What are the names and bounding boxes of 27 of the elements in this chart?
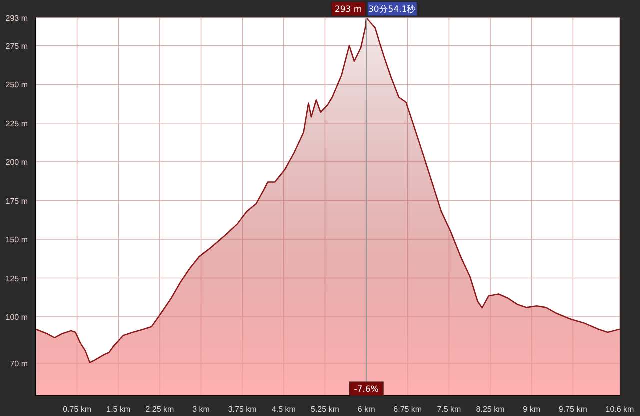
x-tick-label: 4.5 km xyxy=(272,405,296,414)
x-tick-label: 7.5 km xyxy=(437,405,462,414)
y-tick-label: 275 m xyxy=(6,42,28,51)
x-tick-label: 1.5 km xyxy=(106,405,131,414)
y-tick-label: 225 m xyxy=(6,119,28,128)
annotation: 293 m xyxy=(334,5,362,15)
annotation: -7.6% xyxy=(354,385,379,395)
x-tick-label: 10.6 km xyxy=(606,405,635,414)
x-tick-label: 2.25 km xyxy=(146,405,175,414)
x-tick-label: 6.75 km xyxy=(394,405,422,414)
y-tick-label: 200 m xyxy=(6,158,28,168)
x-tick-label: 5.25 km xyxy=(311,405,340,414)
y-tick-label: 293 m xyxy=(6,14,28,23)
y-tick-label: 175 m xyxy=(6,196,28,206)
y-tick-label: 250 m xyxy=(6,80,28,90)
x-tick-label: 6 km xyxy=(358,405,376,414)
x-tick-label: 9.75 km xyxy=(558,405,588,414)
x-tick-label: 3.75 km xyxy=(228,405,258,414)
x-tick-label: 9 km xyxy=(523,405,541,414)
x-tick-label: 3 km xyxy=(192,405,210,414)
y-tick-label: 150 m xyxy=(6,236,28,245)
y-tick-label: 125 m xyxy=(6,274,28,284)
x-tick-label: 8.25 km xyxy=(476,405,506,414)
y-tick-label: 70 m xyxy=(10,359,28,368)
y-tick-label: 100 m xyxy=(6,312,28,322)
ref-line-label: 30分54.1秒 xyxy=(368,4,416,15)
x-tick-label: 0.75 km xyxy=(63,405,92,414)
